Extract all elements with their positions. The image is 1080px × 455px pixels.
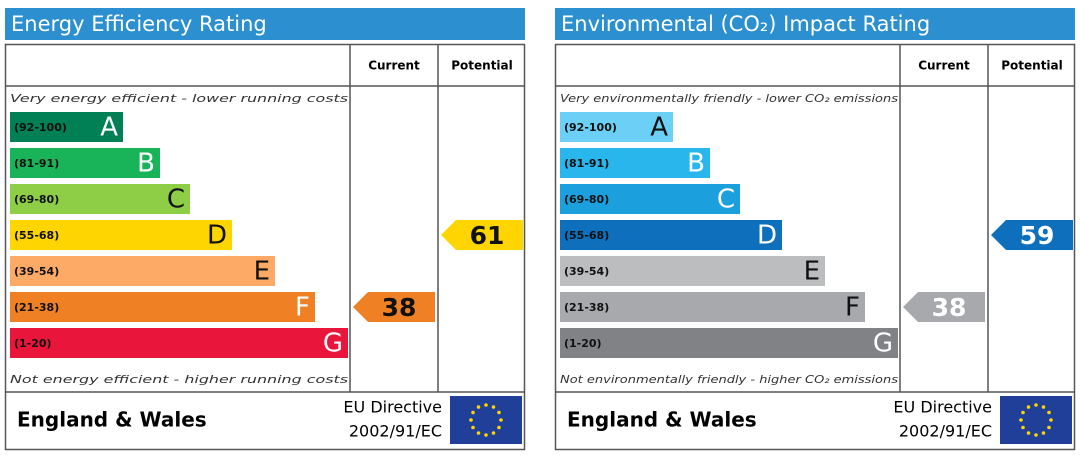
- column-header: Potential: [451, 59, 513, 73]
- rating-band: [10, 328, 348, 358]
- band-letter: C: [167, 185, 185, 215]
- flag-star: [1041, 431, 1046, 435]
- rating-value: 38: [932, 293, 967, 322]
- band-letter: A: [650, 113, 668, 143]
- rating-band: [560, 328, 898, 358]
- rating-panel: Environmental (CO₂) Impact Rating Current…: [554, 8, 1076, 451]
- flag-star: [1047, 410, 1051, 415]
- rating-pointer: [903, 292, 985, 322]
- rating-band: [560, 256, 825, 286]
- band-letter: B: [687, 149, 705, 179]
- flag-star: [497, 410, 501, 415]
- rating-pointer: [441, 220, 523, 250]
- flag-star: [1047, 425, 1051, 430]
- directive: EU Directive: [343, 398, 442, 417]
- rating-band: [560, 292, 865, 322]
- flag-star: [484, 433, 488, 437]
- rating-band: [560, 220, 782, 250]
- flag-star: [1026, 431, 1031, 435]
- flag-star: [499, 418, 503, 422]
- directive: 2002/91/EC: [349, 422, 442, 441]
- flag-star: [491, 405, 496, 409]
- rating-band: [10, 184, 190, 214]
- band-range: (39-54): [564, 265, 609, 278]
- band-range: (69-80): [564, 193, 609, 206]
- band-letter: D: [207, 221, 227, 251]
- region: England & Wales: [17, 408, 207, 432]
- region: England & Wales: [567, 408, 757, 432]
- band-letter: D: [757, 221, 777, 251]
- flag-star: [476, 431, 481, 435]
- flag-star: [1019, 418, 1023, 422]
- band-range: (55-68): [564, 229, 609, 242]
- rating-panel: Energy Efficiency Rating Current Potential…: [4, 8, 526, 451]
- rating-band: [10, 112, 123, 142]
- band-range: (55-68): [14, 229, 59, 242]
- panel-title: Environmental (CO₂) Impact Rating: [561, 12, 930, 36]
- band-letter: G: [873, 329, 893, 359]
- rating-value: 61: [470, 221, 505, 250]
- band-range: (92-100): [564, 121, 617, 134]
- band-range: (1-20): [14, 337, 52, 350]
- band-range: (81-91): [14, 157, 59, 170]
- rating-value: 59: [1020, 221, 1055, 250]
- rating-band: [10, 220, 232, 250]
- band-letter: E: [804, 257, 820, 287]
- band-letter: A: [100, 113, 118, 143]
- rating-band: [10, 148, 160, 178]
- band-letter: B: [137, 149, 155, 179]
- flag-star: [469, 418, 473, 422]
- flag-star: [1034, 433, 1038, 437]
- rating-band: [10, 292, 315, 322]
- panel-title: Energy Efficiency Rating: [11, 12, 267, 36]
- band-range: (21-38): [14, 301, 59, 314]
- rating-pointer: [353, 292, 435, 322]
- band-range: (69-80): [14, 193, 59, 206]
- band-range: (81-91): [564, 157, 609, 170]
- band-range: (21-38): [564, 301, 609, 314]
- column-header: Potential: [1001, 59, 1063, 73]
- rating-value: 38: [382, 293, 417, 322]
- directive: 2002/91/EC: [899, 422, 992, 441]
- rating-band: [560, 148, 710, 178]
- flag-star: [471, 410, 475, 415]
- bottom-note: Not environmentally friendly - higher CO…: [560, 374, 899, 386]
- flag-star: [1021, 425, 1025, 430]
- flag-star: [471, 425, 475, 430]
- band-letter: G: [323, 329, 343, 359]
- flag-star: [1041, 405, 1046, 409]
- band-letter: C: [717, 185, 735, 215]
- flag-star: [1026, 405, 1031, 409]
- band-range: (92-100): [14, 121, 67, 134]
- flag-star: [1049, 418, 1053, 422]
- column-header: Current: [918, 59, 970, 73]
- rating-pointer: [991, 220, 1073, 250]
- band-letter: F: [845, 293, 860, 323]
- flag-star: [497, 425, 501, 430]
- band-letter: E: [254, 257, 270, 287]
- band-range: (1-20): [564, 337, 602, 350]
- title-bar: [5, 8, 525, 40]
- title-bar: [555, 8, 1075, 40]
- flag-star: [491, 431, 496, 435]
- table-frame: [4, 43, 526, 451]
- top-note: Very environmentally friendly - lower CO…: [560, 93, 899, 105]
- column-header: Current: [368, 59, 420, 73]
- top-note: Very energy efficient - lower running co…: [10, 93, 349, 105]
- table-frame: [554, 43, 1076, 451]
- bottom-note: Not energy efficient - higher running co…: [10, 374, 349, 386]
- band-letter: F: [295, 293, 310, 323]
- rating-band: [10, 256, 275, 286]
- rating-band: [560, 184, 740, 214]
- directive: EU Directive: [893, 398, 992, 417]
- band-range: (39-54): [14, 265, 59, 278]
- flag-star: [476, 405, 481, 409]
- flag-star: [484, 403, 488, 407]
- flag-star: [1034, 403, 1038, 407]
- flag-star: [1021, 410, 1025, 415]
- rating-band: [560, 112, 673, 142]
